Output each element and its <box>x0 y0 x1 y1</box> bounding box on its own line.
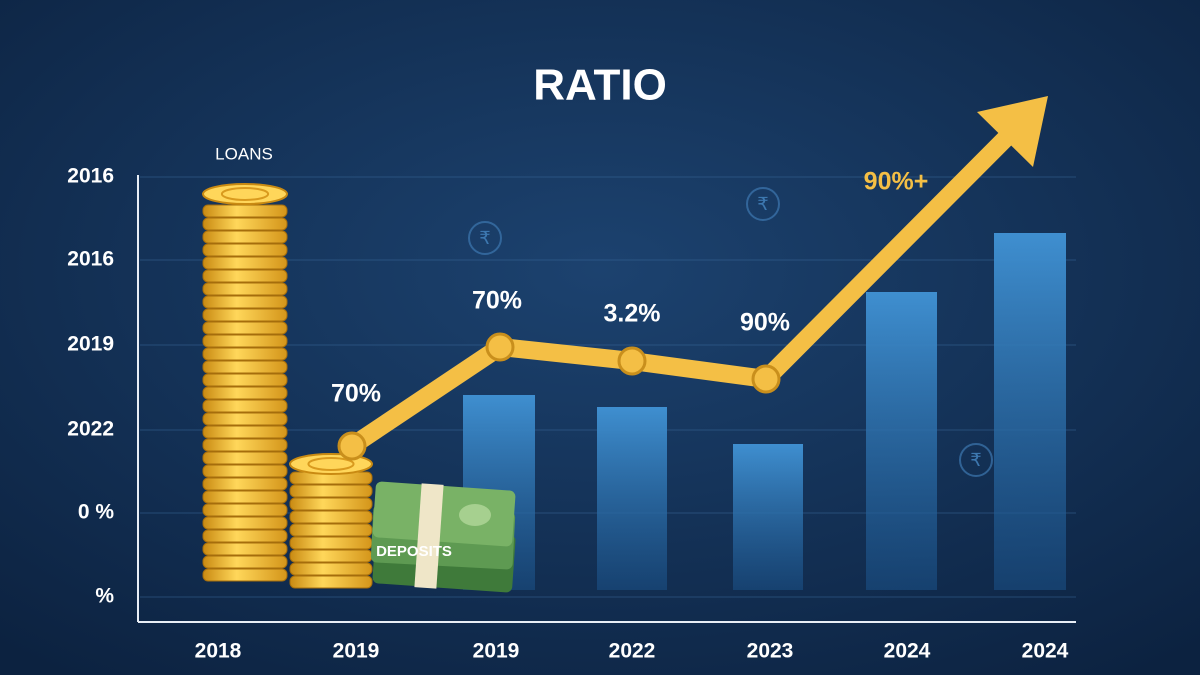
coin <box>202 347 288 361</box>
coin <box>202 295 288 309</box>
arrow-head <box>977 96 1048 167</box>
coin <box>202 542 288 556</box>
coin-top-inner <box>307 457 355 471</box>
x-axis-label: 2019 <box>473 640 520 663</box>
bar <box>994 233 1066 590</box>
currency-icons: ₹ ₹ ₹ <box>468 187 993 477</box>
coin <box>202 360 288 374</box>
coin <box>289 549 373 563</box>
point-marker <box>337 431 367 461</box>
coin <box>202 516 288 530</box>
title: RATIO <box>533 61 667 110</box>
coin-top-inner <box>220 187 270 201</box>
coin <box>202 568 288 582</box>
coin <box>202 490 288 504</box>
point-marker <box>751 364 781 394</box>
coin <box>202 308 288 322</box>
currency-symbol: ₹ <box>479 228 490 248</box>
coin <box>202 321 288 335</box>
bars <box>463 233 1066 590</box>
coin <box>202 373 288 387</box>
point-marker <box>617 346 647 376</box>
coin <box>289 536 373 550</box>
coin <box>289 575 373 589</box>
y-axis-label: 2016 <box>67 248 114 271</box>
coin <box>289 510 373 524</box>
coin <box>202 230 288 244</box>
y-axis-label: % <box>95 585 114 608</box>
currency-icon <box>468 221 502 255</box>
coin <box>289 523 373 537</box>
coin <box>202 555 288 569</box>
cash <box>372 481 516 547</box>
x-axis-label: 2024 <box>884 640 931 663</box>
coin <box>289 484 373 498</box>
coin <box>202 256 288 270</box>
axis-labels: 2016 2016 2019 2022 0 %% 2018 2019 2019 2022 2023… <box>67 165 1068 663</box>
coin-top <box>202 183 288 205</box>
coin <box>202 529 288 543</box>
loans-label: LOANS <box>215 144 273 163</box>
cash-bundle: DEPOSITS <box>370 481 516 593</box>
x-axis-label: 2024 <box>1022 640 1069 663</box>
point-label: 90% <box>740 309 790 337</box>
trend-arrow <box>337 96 1048 461</box>
currency-icon <box>959 443 993 477</box>
cash-seal <box>459 504 491 526</box>
point-label: 70% <box>331 380 381 408</box>
coin <box>202 425 288 439</box>
arrow-label: 90%+ <box>864 168 929 196</box>
coin <box>202 269 288 283</box>
bar <box>733 444 803 590</box>
coin <box>289 562 373 576</box>
bar <box>597 407 667 590</box>
coin <box>202 243 288 257</box>
coin <box>289 497 373 511</box>
coin <box>202 282 288 296</box>
point-label: 3.2% <box>604 300 661 328</box>
currency-symbol: ₹ <box>757 194 768 214</box>
coin <box>202 477 288 491</box>
coin <box>202 204 288 218</box>
currency-icon <box>746 187 780 221</box>
coin <box>202 464 288 478</box>
x-axis-label: 2023 <box>747 640 794 663</box>
coin <box>202 217 288 231</box>
x-axis-label: 2022 <box>609 640 656 663</box>
band <box>414 483 444 589</box>
coin <box>202 438 288 452</box>
bar <box>866 292 937 590</box>
coin <box>202 386 288 400</box>
x-axis-label: 2018 <box>195 640 242 663</box>
y-axis-label: 2022 <box>67 418 114 441</box>
y-axis-label: 2019 <box>67 333 114 356</box>
deposits-label: DEPOSITS <box>376 543 452 560</box>
coin <box>202 399 288 413</box>
currency-symbol: ₹ <box>970 450 981 470</box>
coin-stacks <box>202 183 373 589</box>
coin <box>202 412 288 426</box>
coin <box>202 503 288 517</box>
y-axis-label: 0 % <box>78 501 115 524</box>
coin <box>202 451 288 465</box>
coin <box>202 334 288 348</box>
point-marker <box>485 332 515 362</box>
point-label: 70% <box>472 287 522 315</box>
y-axis-label: 2016 <box>67 165 114 188</box>
x-axis-label: 2019 <box>333 640 380 663</box>
